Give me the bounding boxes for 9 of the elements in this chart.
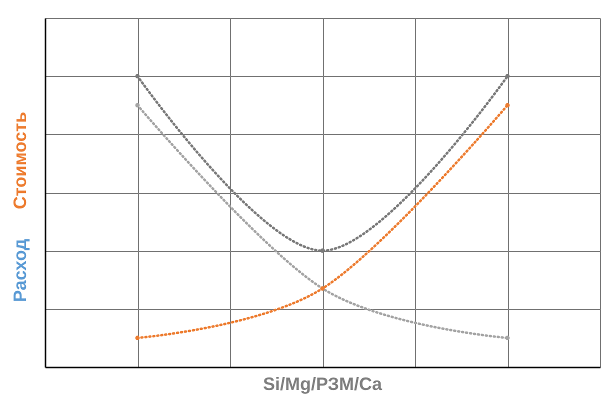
- point: [135, 103, 140, 108]
- text: Расход Стоимость: [10, 112, 30, 302]
- point: [505, 103, 510, 108]
- point: [135, 74, 140, 78]
- point: [320, 248, 325, 253]
- x-axis-title: Si/Mg/РЗМ/Ca: [262, 374, 384, 394]
- point: [505, 336, 510, 340]
- point: [505, 74, 510, 78]
- point: [135, 336, 140, 340]
